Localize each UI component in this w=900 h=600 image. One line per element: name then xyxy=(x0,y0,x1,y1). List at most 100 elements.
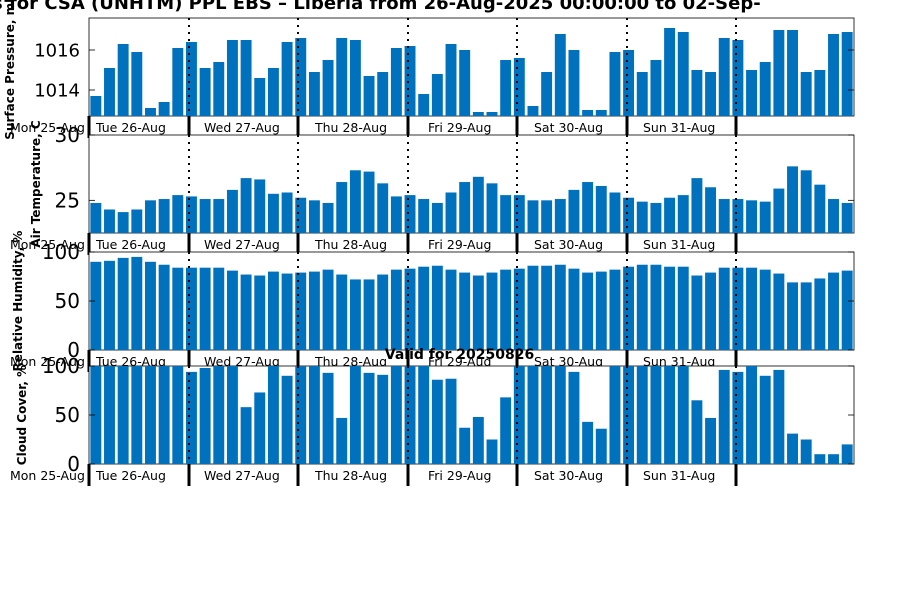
xtick-label: Thu 28-Aug xyxy=(314,120,387,135)
bar xyxy=(677,195,689,233)
bar xyxy=(677,366,689,464)
bar xyxy=(500,397,512,464)
xtick-label: Mon 25-Aug xyxy=(10,237,85,252)
bar xyxy=(718,267,730,350)
bar xyxy=(800,439,812,464)
bar xyxy=(609,269,621,350)
bar xyxy=(267,366,279,464)
bar xyxy=(595,185,607,233)
bar xyxy=(636,366,648,464)
bar xyxy=(363,171,375,233)
bar xyxy=(199,267,211,350)
figure-title: s for CSA (UNHTM) PPL EBS – Liberia from… xyxy=(0,0,761,14)
bar xyxy=(158,199,170,233)
bar xyxy=(828,454,839,464)
xtick-label: Thu 28-Aug xyxy=(314,354,387,369)
bar xyxy=(718,369,730,464)
bar xyxy=(213,199,225,233)
bar xyxy=(158,102,170,116)
bar xyxy=(213,267,225,350)
bar xyxy=(691,400,703,464)
bar xyxy=(759,375,771,464)
bar xyxy=(773,188,785,233)
bar xyxy=(677,32,689,116)
xtick-label: Wed 27-Aug xyxy=(204,120,280,135)
bar xyxy=(336,274,348,350)
bar xyxy=(104,68,115,116)
bar xyxy=(459,50,471,116)
bar xyxy=(773,273,785,350)
bar xyxy=(431,74,443,116)
bar xyxy=(486,112,498,116)
bar xyxy=(267,68,279,116)
bar xyxy=(213,366,225,464)
bar xyxy=(486,183,498,233)
bar xyxy=(145,366,156,464)
bar xyxy=(541,72,553,116)
bar xyxy=(172,48,184,116)
bar xyxy=(295,38,307,116)
bar xyxy=(650,60,662,116)
ytick-label: 25 xyxy=(55,189,80,213)
bar xyxy=(281,192,293,233)
bar xyxy=(322,269,334,350)
bar xyxy=(445,378,457,464)
bar xyxy=(117,257,129,350)
bar xyxy=(145,108,156,116)
xtick-label: Tue 26-Aug xyxy=(95,468,166,483)
bar xyxy=(691,178,703,233)
bar xyxy=(623,197,635,233)
bar xyxy=(554,34,566,116)
bar xyxy=(117,44,129,116)
bar xyxy=(691,70,703,116)
bar xyxy=(254,179,266,233)
xtick-label: Thu 28-Aug xyxy=(314,468,387,483)
bar xyxy=(623,266,635,350)
bar xyxy=(841,444,853,464)
bar xyxy=(486,272,498,350)
bar xyxy=(267,271,279,350)
bar xyxy=(814,278,826,350)
xtick-label: Fri 29-Aug xyxy=(428,120,491,135)
bar xyxy=(582,182,594,233)
bar xyxy=(117,212,129,233)
bar xyxy=(500,269,512,350)
bar xyxy=(828,272,839,350)
bar xyxy=(336,417,348,464)
ytick-label: 0 xyxy=(67,452,80,476)
bar xyxy=(568,371,580,464)
ylabel: Surface Pressure, mb xyxy=(3,0,17,140)
bar xyxy=(295,366,307,464)
bar xyxy=(527,200,539,233)
bar xyxy=(185,267,197,350)
bar xyxy=(705,187,717,233)
bar xyxy=(363,279,375,350)
bar xyxy=(472,112,484,116)
bar xyxy=(349,40,361,116)
bar xyxy=(609,192,621,233)
bar xyxy=(787,166,798,233)
bar xyxy=(623,366,635,464)
xtick-label: Sun 31-Aug xyxy=(643,120,715,135)
bar xyxy=(841,270,853,350)
bar xyxy=(90,96,102,116)
bar xyxy=(582,110,594,116)
bar xyxy=(732,267,744,350)
xtick-label: Sat 30-Aug xyxy=(534,354,603,369)
bar xyxy=(732,40,744,116)
bar xyxy=(336,38,348,116)
bar xyxy=(390,48,402,116)
bar xyxy=(609,366,621,464)
bar xyxy=(582,272,594,350)
panel-1: 1014 1016 Mon 25-Aug Tue 26-Aug Wed 27-Aug Th… xyxy=(3,0,855,140)
bar xyxy=(787,30,798,116)
bar xyxy=(418,94,430,116)
bar xyxy=(404,268,416,350)
bar xyxy=(295,272,307,350)
bar xyxy=(527,366,539,464)
xtick-label: Mon 25-Aug xyxy=(10,120,85,135)
bar xyxy=(431,379,443,464)
bar xyxy=(363,76,375,116)
